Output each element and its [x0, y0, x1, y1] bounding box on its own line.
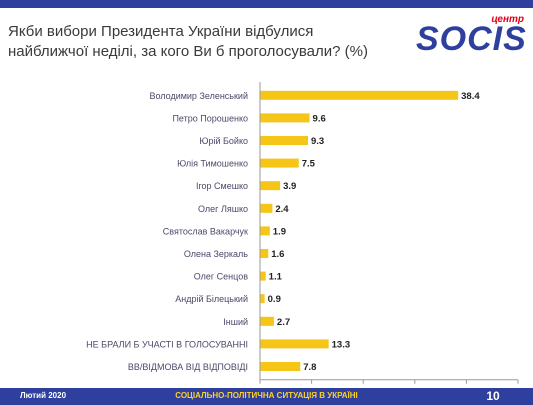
- data-label: 13.3: [332, 339, 351, 350]
- category-label: Ігор Смешко: [196, 181, 248, 191]
- data-label: 2.4: [275, 204, 289, 215]
- bar: [260, 136, 308, 145]
- bar: [260, 339, 329, 349]
- footer-date: Лютий 2020: [20, 391, 67, 400]
- bar-chart: Володимир Зеленський 38.4 Петро Порошенко 9…: [86, 82, 524, 388]
- category-label: Петро Порошенко: [172, 113, 248, 123]
- bar: [260, 249, 269, 258]
- page-number: 10: [486, 389, 500, 403]
- data-label: 1.1: [269, 272, 283, 283]
- footer-title: СОЦІАЛЬНО-ПОЛІТИЧНА СИТУАЦІЯ В УКРАЇНІ: [175, 391, 358, 400]
- x-tick-label: 40: [461, 387, 472, 388]
- x-tick-label: 10: [306, 387, 317, 388]
- category-label: Олег Ляшко: [198, 204, 248, 214]
- bar: [260, 316, 274, 326]
- data-label: 38.4: [461, 91, 480, 102]
- x-tick-label: 20: [358, 387, 369, 388]
- x-tick-label: 0: [257, 387, 262, 388]
- category-label: Юрій Бойко: [199, 136, 248, 146]
- bar: [260, 203, 273, 213]
- data-label: 2.7: [277, 317, 290, 328]
- category-label: Юлія Тимошенко: [177, 159, 248, 169]
- bar: [260, 271, 266, 281]
- x-tick-label: 50: [513, 387, 524, 388]
- bar: [260, 158, 299, 168]
- top-bar: [0, 0, 533, 8]
- category-label: Олена Зеркаль: [184, 249, 248, 259]
- chart-title: Якби вибори Президента України відбулися…: [8, 23, 368, 60]
- socis-logo: центр SOCIS: [412, 12, 530, 60]
- category-label: Святослав Вакарчук: [163, 226, 248, 236]
- category-label: Андрій Білецький: [175, 294, 248, 304]
- bar: [260, 90, 459, 100]
- category-label: Володимир Зеленський: [149, 91, 248, 101]
- data-label: 7.8: [303, 362, 316, 373]
- category-label: Інший: [223, 317, 248, 327]
- logo-center-text: центр: [491, 14, 524, 25]
- footer-bar: Лютий 2020 СОЦІАЛЬНО-ПОЛІТИЧНА СИТУАЦІЯ …: [0, 388, 533, 405]
- x-tick-label: 30: [410, 387, 421, 388]
- data-label: 0.9: [268, 294, 281, 305]
- data-label: 9.3: [311, 136, 324, 147]
- bar: [260, 226, 270, 236]
- category-label: НЕ БРАЛИ Б УЧАСТІ В ГОЛОСУВАННІ: [86, 339, 248, 349]
- data-label: 9.6: [313, 113, 326, 124]
- bar: [260, 113, 310, 123]
- category-label: ВВ/ВІДМОВА ВІД ВІДПОВІДІ: [128, 362, 248, 372]
- category-label: Олег Сенцов: [194, 272, 248, 282]
- data-label: 1.6: [271, 249, 284, 260]
- bar: [260, 294, 265, 304]
- logo-wordmark: SOCIS: [416, 20, 527, 58]
- data-label: 3.9: [283, 181, 296, 192]
- data-label: 7.5: [302, 159, 316, 170]
- data-label: 1.9: [273, 226, 286, 237]
- bar: [260, 362, 301, 371]
- bar: [260, 181, 281, 191]
